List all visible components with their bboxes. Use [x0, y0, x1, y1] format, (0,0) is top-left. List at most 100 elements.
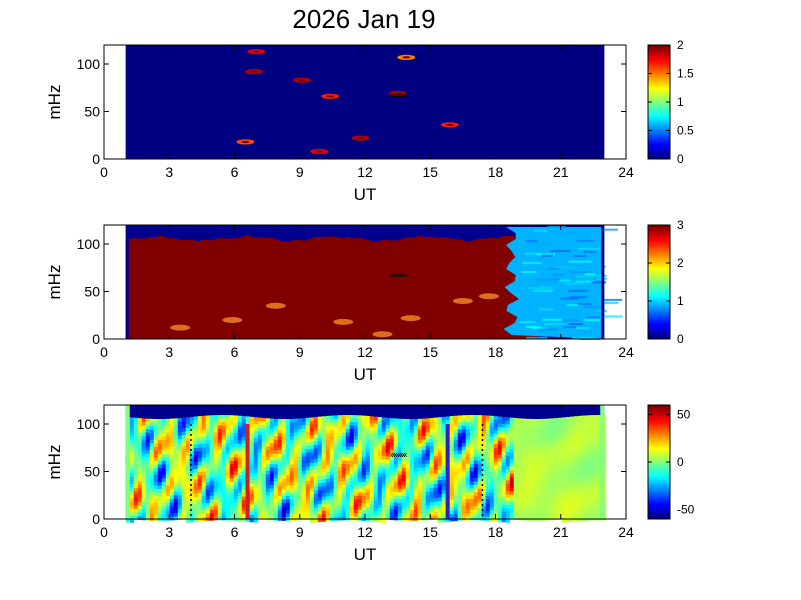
heat-cell — [477, 432, 483, 437]
heat-cell — [213, 481, 219, 486]
heat-cell — [349, 443, 355, 447]
heat-cell — [297, 491, 303, 496]
heat-cell — [157, 422, 163, 427]
heat-cell — [389, 470, 395, 475]
heat-cell — [477, 485, 483, 490]
heat-cell — [493, 440, 499, 445]
colorbar-segment — [648, 225, 670, 228]
colorbar-segment — [648, 116, 670, 119]
heat-cell — [161, 481, 167, 486]
colorbar-segment — [648, 456, 670, 459]
heat-cell — [593, 499, 599, 503]
heat-cell — [517, 491, 523, 496]
heat-cell — [329, 426, 335, 430]
heat-cell — [353, 432, 359, 437]
heat-cell — [381, 508, 387, 513]
heat-cell — [581, 503, 587, 507]
heat-cell — [545, 443, 551, 448]
heat-cell — [381, 511, 387, 516]
heat-cell — [201, 475, 207, 480]
heat-cell — [233, 471, 239, 476]
heat-cell — [349, 467, 355, 472]
heat-cell — [577, 496, 583, 501]
heat-cell — [149, 513, 155, 518]
heat-cell — [173, 470, 179, 475]
heat-cell — [153, 432, 159, 437]
heat-cell — [289, 453, 295, 458]
heat-cell — [537, 506, 543, 511]
heat-cell — [549, 488, 555, 493]
heat-cell — [337, 485, 343, 490]
heat-cell — [417, 513, 423, 518]
heat-cell — [241, 447, 247, 452]
heat-cell — [213, 460, 219, 465]
colorbar-segment — [648, 333, 670, 336]
heat-cell — [381, 424, 387, 429]
heat-cell — [361, 419, 367, 424]
heat-cell — [381, 515, 387, 520]
heat-cell — [297, 481, 303, 486]
heat-cell — [177, 488, 183, 492]
heat-cell — [241, 507, 247, 511]
heat-cell — [373, 423, 379, 428]
heat-cell — [585, 502, 591, 507]
heat-cell — [249, 472, 255, 477]
heat-cell — [361, 457, 367, 462]
heat-cell — [229, 436, 235, 441]
heat-cell — [281, 457, 287, 462]
heat-cell — [469, 495, 475, 500]
heat-cell — [205, 460, 211, 465]
heat-cell — [317, 455, 323, 460]
heat-cell — [589, 502, 595, 507]
heat-cell — [197, 479, 203, 484]
heat-cell — [369, 493, 375, 498]
heat-cell — [377, 497, 383, 502]
heat-cell — [553, 498, 559, 503]
heat-cell — [405, 471, 411, 476]
colorbar-segment — [648, 91, 670, 94]
heat-cell — [513, 425, 519, 429]
heat-cell — [265, 449, 271, 454]
power-feature — [222, 317, 243, 323]
heat-cell — [541, 474, 547, 479]
heat-cell — [377, 438, 383, 442]
heat-cell — [541, 481, 547, 486]
heat-cell — [581, 433, 587, 437]
heat-cell — [133, 445, 139, 450]
heat-cell — [461, 450, 467, 455]
heat-cell — [525, 471, 531, 476]
heat-cell — [289, 429, 295, 434]
heat-cell — [333, 513, 339, 518]
heat-cell — [265, 491, 271, 496]
quiet-texture — [524, 252, 542, 255]
heat-cell — [401, 485, 407, 490]
heat-cell — [341, 481, 347, 486]
heat-cell — [341, 502, 347, 507]
heat-cell — [473, 429, 479, 433]
heat-cell — [409, 488, 415, 493]
heat-cell — [389, 446, 395, 451]
heat-cell — [473, 418, 479, 423]
heat-cell — [381, 455, 387, 460]
heat-cell — [177, 505, 183, 510]
heat-cell — [301, 467, 307, 472]
heat-cell — [321, 451, 327, 456]
heat-cell — [505, 434, 511, 439]
colorbar-segment — [648, 433, 670, 436]
heat-cell — [557, 459, 563, 464]
heat-cell — [465, 499, 471, 503]
heat-cell — [465, 453, 471, 458]
heat-cell — [385, 463, 391, 468]
heat-cell — [545, 492, 551, 497]
heat-cell — [357, 478, 363, 483]
heat-cell — [145, 446, 151, 451]
heat-cell — [525, 478, 531, 483]
heat-cell — [537, 425, 543, 430]
heat-cell — [209, 502, 215, 507]
heat-cell — [193, 433, 199, 438]
heat-cell — [589, 474, 595, 479]
heat-cell — [141, 442, 147, 447]
heat-cell — [449, 447, 455, 452]
heat-cell — [177, 498, 183, 503]
heat-cell — [569, 427, 575, 431]
